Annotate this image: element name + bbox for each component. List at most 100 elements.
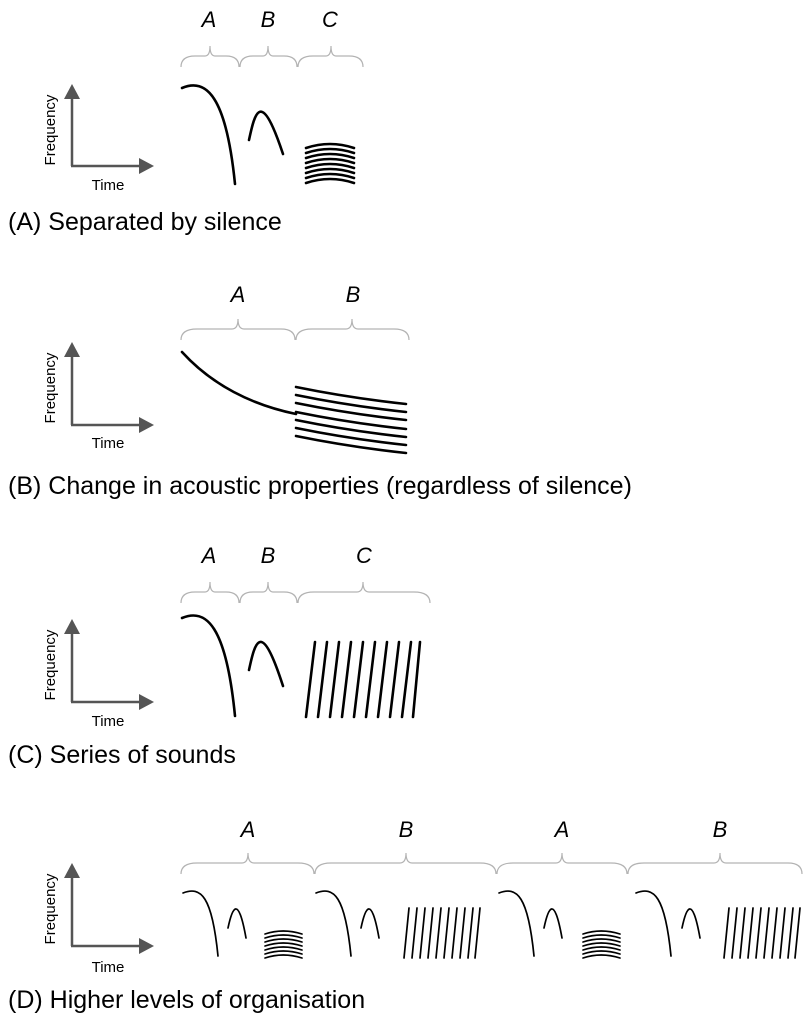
panel-a: A B C Frequency Time (A) Separated by si… xyxy=(8,7,364,236)
sound-a xyxy=(315,890,352,957)
y-axis-arrow-icon xyxy=(64,342,80,357)
axes: Frequency Time xyxy=(42,84,154,194)
sound-b xyxy=(227,908,247,939)
sound-c-click xyxy=(467,907,474,959)
segment-label-b: B xyxy=(399,817,414,842)
sound-c-click xyxy=(328,640,341,719)
sound-c-click xyxy=(419,907,426,959)
sound-c-click xyxy=(304,640,317,719)
group-a xyxy=(498,890,621,959)
sound-c-line xyxy=(264,950,303,955)
sound-c-click xyxy=(771,907,778,959)
sound-c-line xyxy=(264,934,303,939)
axes: Frequency Time xyxy=(42,342,154,452)
segment-label-b: B xyxy=(346,282,361,307)
sound-c-click xyxy=(443,907,450,959)
sound-c-click xyxy=(400,640,413,719)
group-b xyxy=(635,890,801,959)
x-axis-arrow-icon xyxy=(139,158,154,174)
sound-c-line xyxy=(582,942,621,947)
sound-c-click xyxy=(763,907,770,959)
x-axis-arrow-icon xyxy=(139,938,154,954)
y-axis-arrow-icon xyxy=(64,619,80,634)
sound-c-line xyxy=(304,162,356,170)
sound-c-click xyxy=(352,640,365,719)
sound-c-series xyxy=(304,640,422,719)
sound-c-click xyxy=(376,640,389,719)
brace-c xyxy=(297,45,364,68)
sound-c-line xyxy=(582,946,621,951)
group-a xyxy=(182,890,303,959)
sound-c-line xyxy=(264,946,303,951)
sound-c-line xyxy=(304,172,356,180)
segment-label-a: A xyxy=(229,282,246,307)
brace-a xyxy=(180,45,240,68)
group-b xyxy=(315,890,481,959)
sound-a xyxy=(180,84,237,186)
sound-c-click xyxy=(411,907,418,959)
panel-d: A B A B Frequency Time xyxy=(8,817,803,1014)
sound-b xyxy=(543,908,563,939)
sound-c-line xyxy=(264,930,303,935)
sound-c-line xyxy=(304,147,356,155)
sound-b-line xyxy=(294,401,408,422)
y-axis-label: Frequency xyxy=(42,629,59,700)
sound-b-line xyxy=(294,434,408,455)
sound-b xyxy=(681,908,701,939)
sound-c-click xyxy=(731,907,738,959)
sound-c-line xyxy=(582,950,621,955)
y-axis-arrow-icon xyxy=(64,84,80,99)
sound-b-line xyxy=(294,385,408,406)
brace-a xyxy=(496,852,628,875)
sound-c-line xyxy=(304,157,356,165)
brace-b xyxy=(314,852,497,875)
sound-c-line xyxy=(304,167,356,175)
sound-c-click xyxy=(451,907,458,959)
sound-c-click xyxy=(411,640,422,719)
sound-c-line xyxy=(304,142,356,150)
sound-b xyxy=(247,640,285,688)
sound-c-series xyxy=(403,907,481,959)
sound-b xyxy=(247,110,285,156)
sound-c-line xyxy=(582,934,621,939)
sound-b-stack xyxy=(294,385,408,455)
sound-c-line xyxy=(264,954,303,959)
sound-c-click xyxy=(435,907,442,959)
x-axis-label: Time xyxy=(92,435,125,452)
brace-b xyxy=(239,581,298,604)
sound-c-click xyxy=(364,640,377,719)
sound-b-line xyxy=(294,393,408,414)
y-axis-label: Frequency xyxy=(42,873,59,944)
sound-c-click xyxy=(723,907,730,959)
panel-b: A B Frequency Time (B) Change in acousti… xyxy=(8,282,632,500)
x-axis-label: Time xyxy=(92,177,125,194)
sound-c-line xyxy=(264,938,303,943)
brace-a xyxy=(180,852,315,875)
sound-b-line xyxy=(294,426,408,447)
sound-c-click xyxy=(459,907,466,959)
sound-c-series xyxy=(723,907,801,959)
x-axis-label: Time xyxy=(92,713,125,730)
sound-c-click xyxy=(779,907,786,959)
sound-c-click xyxy=(427,907,434,959)
segment-label-a: A xyxy=(553,817,570,842)
sound-a xyxy=(180,614,237,718)
sound-c-line xyxy=(304,152,356,160)
sound-c-stack xyxy=(304,142,356,185)
sound-a xyxy=(635,890,672,957)
sound-c-click xyxy=(340,640,353,719)
sound-c-click xyxy=(747,907,754,959)
sound-b xyxy=(360,908,380,939)
y-axis-arrow-icon xyxy=(64,863,80,878)
sound-c-line xyxy=(582,938,621,943)
caption-d: (D) Higher levels of organisation xyxy=(8,986,365,1014)
caption-a: (A) Separated by silence xyxy=(8,208,282,236)
y-axis-label: Frequency xyxy=(42,94,59,165)
sound-c-stack xyxy=(264,930,303,959)
sound-c-click xyxy=(403,907,410,959)
sound-a xyxy=(180,350,298,416)
sound-c-click xyxy=(755,907,762,959)
x-axis-label: Time xyxy=(92,959,125,976)
brace-a xyxy=(180,581,240,604)
